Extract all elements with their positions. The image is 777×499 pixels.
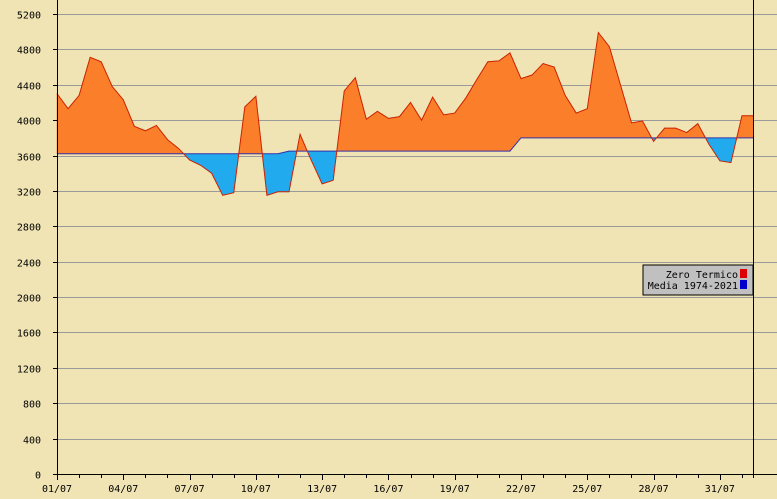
area-segment [675,127,688,139]
x-tick-label: 28/07 [639,484,669,495]
area-segment [553,66,566,139]
area-segment [620,84,632,139]
y-tick-label: 4400 [17,82,41,93]
area-segment [476,60,489,152]
area-segment [189,153,201,166]
area-segment [388,116,400,152]
area-segment [156,124,168,155]
x-tick-label: 22/07 [506,484,536,495]
area-segment [56,92,69,155]
area-segment [366,110,378,152]
area-segment [321,150,334,185]
area-segment [443,112,456,152]
y-tick-label: 2400 [17,259,41,270]
y-tick-label: 400 [23,436,41,447]
area-segment [222,153,235,196]
x-tick-label: 10/07 [241,484,271,495]
series-lines [56,31,753,197]
area-segment [89,56,102,155]
area-segment [719,137,732,163]
y-tick-label: 1200 [17,365,41,376]
y-tick-label: 4000 [17,117,41,128]
area-segment [708,137,721,162]
axes [53,0,777,480]
area-segment [609,46,621,139]
area-segment [598,31,610,139]
y-tick-label: 5200 [17,11,41,22]
x-tick-labels: 01/07 04/07 07/07 10/07 13/07 16/07 19/07 22/07… [42,484,735,495]
area-segment [78,57,91,155]
area-segment [542,63,555,139]
x-tick-label: 07/07 [175,484,205,495]
area-segment [465,78,478,152]
y-tick-label: 0 [35,471,41,482]
area-segment [509,52,522,152]
area-segment [421,97,433,152]
area-segment [564,94,577,139]
x-tick-label: 31/07 [705,484,735,495]
area-segment [111,85,124,155]
legend-label-zero-termico: Zero Termico [666,270,738,281]
legend: Zero Termico Media 1974-2021 [642,264,754,296]
y-tick-label: 800 [23,400,41,411]
x-tick-label: 25/07 [572,484,602,495]
x-tick-label: 04/07 [108,484,138,495]
area-segment [100,61,113,155]
legend-swatch-zero-termico [740,269,747,278]
media-1974-2021-line [57,137,753,155]
legend-label-media: Media 1974-2021 [648,281,738,292]
area-segment [410,101,422,152]
x-tick-label: 19/07 [440,484,470,495]
area-segment [310,150,323,184]
area-segment [266,153,279,196]
area-segment [487,60,500,152]
y-tick-label: 3200 [17,188,41,199]
legend-box [642,264,754,296]
area-segment [122,99,135,155]
y-tick-label: 3600 [17,153,41,164]
x-tick-label: 16/07 [373,484,403,495]
y-tick-label: 2000 [17,294,41,305]
area-segment [575,108,588,139]
zero-termico-line [56,31,753,197]
y-tick-label: 1600 [17,329,41,340]
area-segment [520,74,533,139]
legend-swatch-media [740,280,747,289]
area-segment [200,153,212,174]
grid-lines [57,14,777,475]
area-segment [67,94,80,155]
y-tick-label: 2800 [17,223,41,234]
x-tick-label: 13/07 [307,484,337,495]
area-segment [498,52,511,152]
y-tick-labels: 0 400 800 1200 1600 2000 2400 2800 3200 3600 4000 4… [17,11,41,482]
area-segment [277,150,290,193]
x-tick-label: 01/07 [42,484,72,495]
area-segment [631,120,643,139]
area-fills [56,31,754,196]
area-segment [211,153,224,196]
area-segment [531,62,544,139]
area-segment [741,115,754,139]
area-segment [664,127,676,139]
y-tick-label: 4800 [17,46,41,57]
